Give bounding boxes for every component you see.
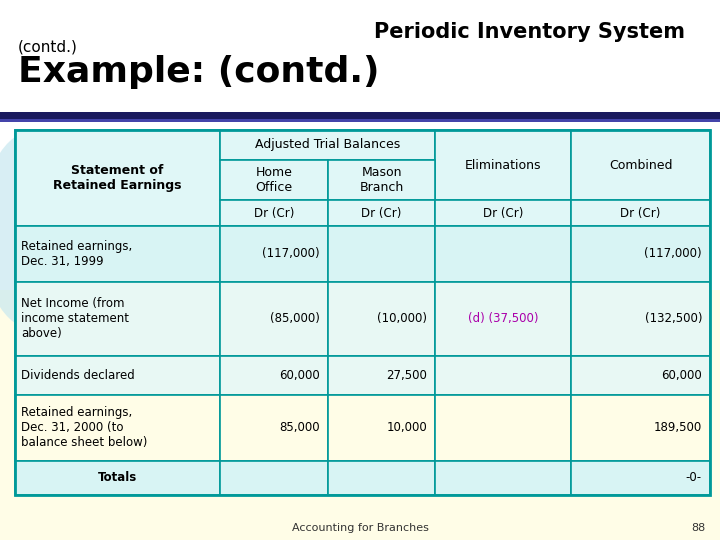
- Bar: [220, 461, 328, 495]
- Text: Accounting for Branches: Accounting for Branches: [292, 523, 428, 533]
- Bar: [220, 130, 436, 160]
- Bar: [571, 226, 710, 281]
- Bar: [220, 281, 328, 356]
- Bar: [328, 160, 436, 200]
- Text: Dr (Cr): Dr (Cr): [621, 207, 661, 220]
- Text: Statement of
Retained Earnings: Statement of Retained Earnings: [53, 164, 181, 192]
- Text: (85,000): (85,000): [270, 313, 320, 326]
- Text: Dr (Cr): Dr (Cr): [361, 207, 402, 220]
- Text: 85,000: 85,000: [279, 421, 320, 434]
- Bar: [220, 395, 328, 461]
- Bar: [328, 395, 436, 461]
- Text: (10,000): (10,000): [377, 313, 428, 326]
- Text: -0-: -0-: [686, 471, 702, 484]
- Bar: [15, 281, 220, 356]
- Bar: [436, 461, 571, 495]
- Text: (117,000): (117,000): [262, 247, 320, 260]
- Bar: [15, 356, 220, 395]
- Text: (d) (37,500): (d) (37,500): [468, 313, 539, 326]
- Text: Dr (Cr): Dr (Cr): [253, 207, 294, 220]
- Text: (117,000): (117,000): [644, 247, 702, 260]
- Bar: [15, 130, 220, 226]
- Text: Net Income (from
income statement
above): Net Income (from income statement above): [21, 298, 129, 340]
- Bar: [571, 130, 710, 200]
- Bar: [15, 130, 710, 495]
- Bar: [15, 226, 220, 281]
- Bar: [328, 226, 436, 281]
- Text: Totals: Totals: [98, 471, 137, 484]
- Text: Retained earnings,
Dec. 31, 2000 (to
balance sheet below): Retained earnings, Dec. 31, 2000 (to bal…: [21, 406, 148, 449]
- Bar: [220, 356, 328, 395]
- Text: 60,000: 60,000: [279, 369, 320, 382]
- Bar: [436, 130, 571, 200]
- Bar: [436, 395, 571, 461]
- Bar: [220, 226, 328, 281]
- Text: Dividends declared: Dividends declared: [21, 369, 135, 382]
- Bar: [15, 461, 220, 495]
- Bar: [571, 281, 710, 356]
- Bar: [571, 356, 710, 395]
- Bar: [436, 200, 571, 226]
- Text: 10,000: 10,000: [387, 421, 428, 434]
- Bar: [0, 119, 720, 122]
- Bar: [571, 200, 710, 226]
- Text: Eliminations: Eliminations: [465, 159, 541, 172]
- Text: Example: (contd.): Example: (contd.): [18, 55, 379, 89]
- Text: 189,500: 189,500: [654, 421, 702, 434]
- Text: 88: 88: [690, 523, 705, 533]
- Text: Retained earnings,
Dec. 31, 1999: Retained earnings, Dec. 31, 1999: [21, 240, 132, 268]
- Bar: [0, 112, 720, 119]
- Bar: [0, 290, 720, 540]
- Text: 60,000: 60,000: [661, 369, 702, 382]
- Text: Periodic Inventory System: Periodic Inventory System: [374, 22, 685, 42]
- Bar: [328, 200, 436, 226]
- Bar: [436, 281, 571, 356]
- Text: 27,500: 27,500: [387, 369, 428, 382]
- Text: Dr (Cr): Dr (Cr): [483, 207, 523, 220]
- Text: Home
Office: Home Office: [256, 166, 292, 194]
- Bar: [328, 281, 436, 356]
- Bar: [436, 226, 571, 281]
- Bar: [220, 200, 328, 226]
- Text: Mason
Branch: Mason Branch: [359, 166, 404, 194]
- Text: (contd.): (contd.): [18, 40, 78, 55]
- Text: Combined: Combined: [608, 159, 672, 172]
- Bar: [571, 395, 710, 461]
- Bar: [436, 356, 571, 395]
- Bar: [15, 395, 220, 461]
- Bar: [328, 461, 436, 495]
- Text: Adjusted Trial Balances: Adjusted Trial Balances: [255, 138, 400, 151]
- Text: (132,500): (132,500): [644, 313, 702, 326]
- Ellipse shape: [0, 130, 90, 330]
- Bar: [328, 356, 436, 395]
- Bar: [220, 160, 328, 200]
- Bar: [571, 461, 710, 495]
